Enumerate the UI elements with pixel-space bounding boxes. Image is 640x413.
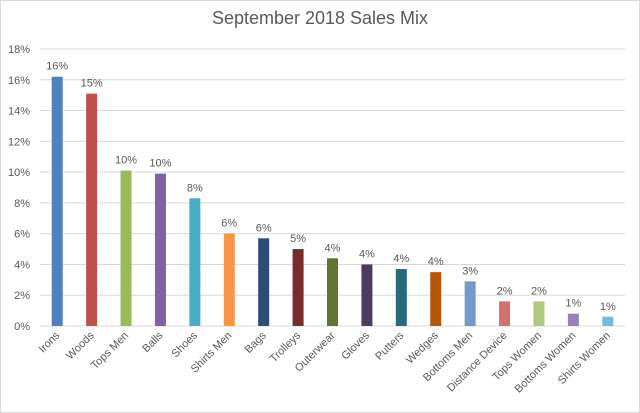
x-tick-label: Woods (64, 329, 97, 362)
data-label: 5% (290, 233, 306, 245)
data-label: 10% (115, 155, 137, 167)
bar (86, 93, 98, 326)
data-label: 3% (462, 265, 478, 277)
bar (258, 238, 270, 326)
bar (430, 272, 442, 326)
data-label: 2% (531, 285, 547, 297)
y-tick-label: 4% (14, 259, 30, 271)
x-tick-label: Bottoms Women (513, 330, 579, 396)
bar (464, 281, 476, 326)
y-tick-label: 16% (8, 75, 30, 87)
x-tick-label: Shoes (169, 329, 200, 360)
bar (567, 313, 579, 326)
x-tick-label: Gloves (339, 329, 372, 362)
bar (120, 170, 132, 326)
bar (327, 258, 338, 326)
y-tick-label: 12% (8, 136, 30, 148)
y-tick-label: 8% (14, 198, 30, 210)
bar (292, 249, 304, 326)
x-tick-label: Putters (373, 329, 406, 362)
data-label: 15% (81, 78, 103, 90)
bar (602, 316, 614, 326)
data-label: 2% (497, 285, 513, 297)
bar (154, 173, 166, 326)
x-tick-label: Distance Device (445, 330, 510, 395)
data-label: 4% (428, 256, 444, 268)
y-tick-label: 2% (14, 290, 30, 302)
y-tick-label: 18% (8, 44, 30, 56)
y-tick-label: 10% (8, 167, 30, 179)
x-tick-label: Bags (243, 329, 270, 356)
bar (361, 264, 373, 326)
data-label: 4% (325, 242, 341, 254)
data-label: 10% (149, 158, 171, 170)
data-label: 4% (393, 253, 409, 265)
data-label: 4% (359, 248, 375, 260)
bar (189, 198, 201, 326)
y-tick-label: 0% (14, 321, 30, 333)
data-label: 6% (221, 218, 237, 230)
bar (51, 76, 63, 326)
data-label: 6% (256, 222, 272, 234)
bar (533, 301, 545, 326)
bar (223, 233, 235, 326)
y-tick-label: 14% (8, 106, 30, 118)
data-label: 8% (187, 182, 203, 194)
x-tick-label: Balls (140, 329, 166, 355)
x-tick-label: Tops Men (89, 330, 131, 372)
x-tick-label: Irons (37, 329, 63, 355)
y-tick-label: 6% (14, 229, 30, 241)
bar (499, 301, 511, 326)
data-label: 16% (46, 61, 68, 73)
bar (395, 269, 407, 326)
chart-title: September 2018 Sales Mix (211, 8, 429, 28)
data-label: 1% (600, 301, 616, 313)
data-label: 1% (565, 298, 581, 310)
